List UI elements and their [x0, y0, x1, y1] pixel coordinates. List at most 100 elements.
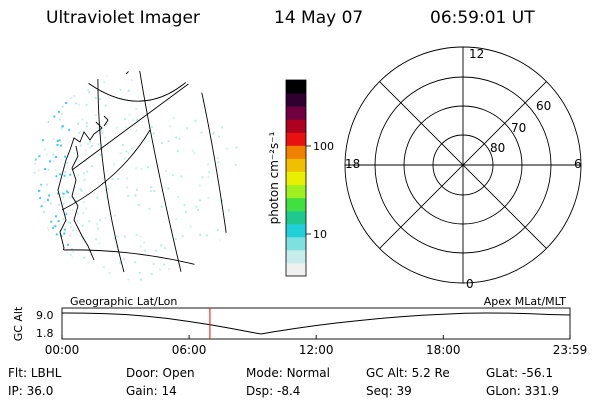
emission-pixel — [46, 97, 49, 100]
emission-pixel — [167, 187, 170, 190]
emission-pixel — [67, 243, 70, 246]
emission-pixel — [117, 178, 120, 181]
emission-pixel — [116, 126, 119, 129]
emission-pixel — [64, 171, 67, 174]
emission-pixel — [77, 212, 80, 215]
emission-pixel — [97, 227, 100, 230]
mlt-label-12: 12 — [469, 47, 484, 61]
emission-pixel — [149, 190, 152, 193]
emission-pixel — [46, 278, 49, 281]
emission-pixel — [194, 119, 197, 122]
emission-pixel — [94, 96, 97, 99]
emission-pixel — [62, 218, 65, 221]
colorbar-cell — [286, 119, 306, 133]
emission-pixel — [219, 239, 222, 242]
emission-pixel — [77, 103, 80, 106]
emission-pixel — [56, 139, 59, 142]
emission-pixel — [103, 80, 106, 83]
emission-pixel — [43, 71, 46, 74]
emission-pixel — [69, 196, 72, 199]
emission-pixel — [60, 127, 63, 130]
emission-pixel — [70, 71, 73, 74]
colorbar-cell — [286, 210, 306, 225]
mlat-label-60: 60 — [536, 99, 551, 113]
emission-pixel — [135, 167, 138, 170]
emission-pixel — [89, 75, 92, 78]
emission-pixel — [82, 212, 85, 215]
colorbar-cell — [286, 236, 306, 251]
emission-pixel — [54, 74, 57, 77]
emission-pixel — [198, 184, 201, 187]
emission-pixel — [45, 153, 48, 156]
emission-pixel — [65, 213, 68, 216]
emission-pixel — [181, 276, 184, 279]
emission-pixel — [70, 88, 73, 91]
colorbar: 100 10 photon cm⁻²s⁻¹ — [267, 79, 334, 277]
emission-pixel — [98, 242, 101, 245]
emission-pixel — [83, 81, 86, 84]
emission-pixel — [47, 99, 50, 102]
emission-pixel — [44, 89, 47, 92]
emission-pixel — [127, 278, 130, 281]
xtick-marks — [61, 335, 571, 339]
emission-pixel — [34, 146, 37, 149]
emission-pixel — [119, 261, 122, 264]
emission-pixel — [105, 123, 108, 126]
emission-pixel — [86, 170, 89, 173]
emission-pixel — [88, 220, 91, 223]
xtick-label: 12:00 — [299, 343, 334, 357]
emission-pixel — [86, 143, 89, 146]
emission-pixel — [123, 235, 126, 238]
emission-pixel — [134, 261, 137, 264]
emission-pixel — [62, 192, 65, 195]
emission-pixel — [189, 225, 192, 228]
emission-pixel — [65, 190, 68, 193]
emission-pixel — [51, 279, 54, 281]
emission-pixel — [136, 119, 139, 122]
polar-labels: 12 18 6 0 60 70 80 — [345, 47, 582, 291]
emission-pixel — [191, 149, 194, 152]
aurora-emission-dots — [33, 71, 241, 281]
emission-pixel — [106, 74, 109, 77]
altitude-series-line — [61, 312, 571, 335]
emission-pixel — [235, 146, 238, 149]
emission-pixel — [53, 89, 56, 92]
emission-pixel — [47, 168, 50, 171]
emission-pixel — [168, 268, 171, 271]
info-glat: GLat: -56.1 — [486, 366, 553, 380]
emission-pixel — [35, 193, 38, 196]
emission-pixel — [120, 96, 123, 99]
emission-pixel — [59, 144, 62, 147]
emission-pixel — [50, 220, 53, 223]
emission-pixel — [60, 113, 63, 116]
emission-pixel — [55, 175, 58, 178]
emission-pixel — [34, 252, 37, 255]
emission-pixel — [208, 171, 211, 174]
emission-pixel — [58, 139, 61, 142]
emission-pixel — [137, 204, 140, 207]
xtick-label: 00:00 — [45, 343, 80, 357]
emission-pixel — [98, 273, 101, 276]
emission-pixel — [53, 160, 56, 163]
emission-pixel — [90, 165, 93, 168]
emission-pixel — [108, 272, 111, 275]
emission-pixel — [171, 174, 174, 177]
emission-pixel — [105, 195, 108, 198]
emission-pixel — [40, 205, 43, 208]
emission-pixel — [69, 221, 72, 224]
emission-pixel — [103, 137, 106, 140]
emission-pixel — [36, 239, 39, 242]
emission-pixel — [72, 269, 75, 272]
polar-diagonal — [379, 81, 547, 249]
emission-pixel — [52, 99, 55, 102]
emission-pixel — [55, 156, 58, 159]
emission-pixel — [35, 242, 38, 245]
emission-pixel — [123, 157, 126, 160]
emission-pixel — [127, 152, 130, 155]
emission-pixel — [52, 225, 55, 228]
emission-pixel — [197, 209, 200, 212]
emission-pixel — [175, 136, 178, 139]
emission-pixel — [216, 157, 219, 160]
emission-pixel — [46, 199, 49, 202]
emission-pixel — [148, 207, 151, 210]
